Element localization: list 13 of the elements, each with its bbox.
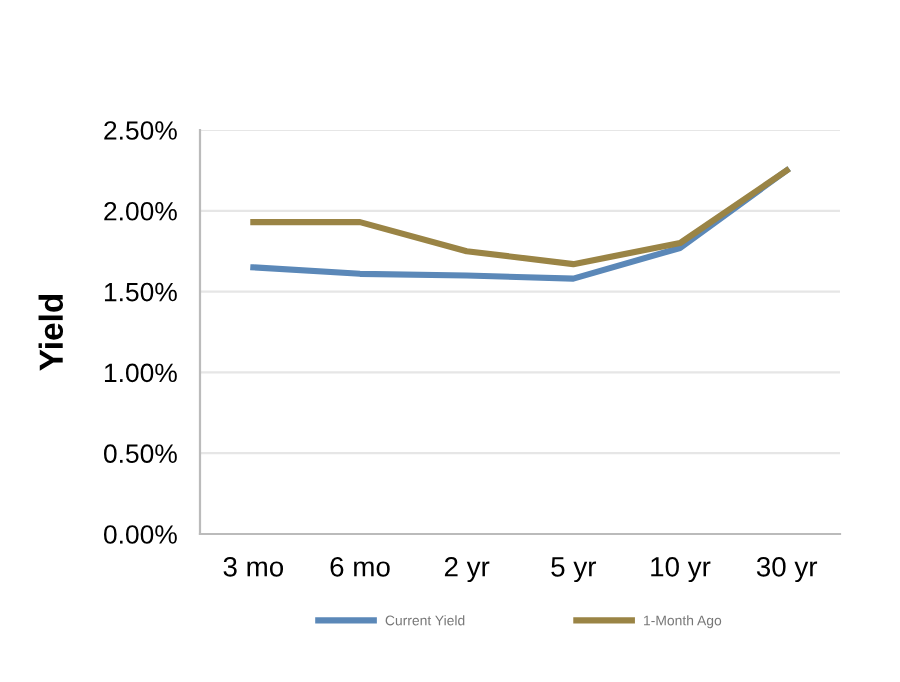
x-tick-label: 3 mo <box>223 556 284 577</box>
y-tick-label: 2.50% <box>104 121 177 140</box>
y-tick-label: 1.50% <box>104 282 177 302</box>
x-tick-label: 5 yr <box>551 557 597 583</box>
y-tick-label: 2.00% <box>104 201 177 221</box>
x-tick-label: 30 yr <box>756 556 818 583</box>
y-tick-label: 0.50% <box>103 444 177 464</box>
y-axis-title: Yield <box>38 294 64 371</box>
x-tick-label: 2 yr <box>444 556 490 583</box>
y-tick-label: 0.00% <box>103 525 177 544</box>
x-tick-label: 6 mo <box>330 556 390 577</box>
y-tick-label: 1.00% <box>104 363 177 383</box>
x-tick-label: 10 yr <box>651 556 711 583</box>
